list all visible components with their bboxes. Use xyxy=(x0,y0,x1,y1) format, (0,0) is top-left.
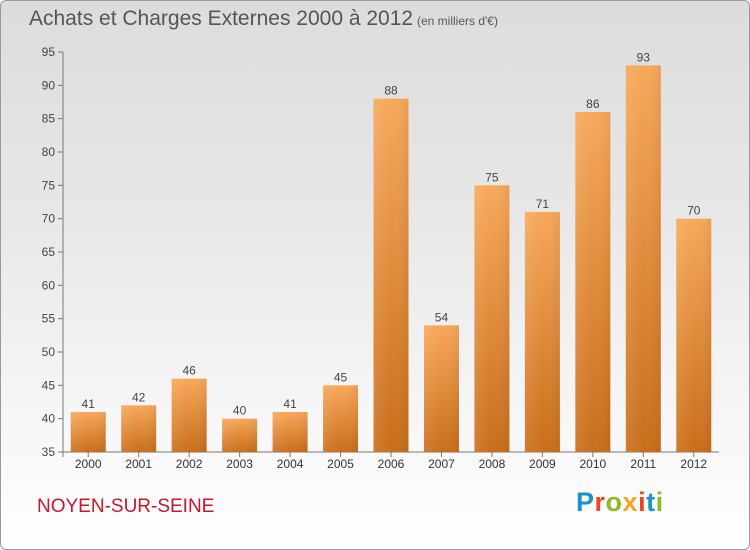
bar-shine xyxy=(373,98,409,453)
bar-shine xyxy=(272,412,308,452)
bar-shine xyxy=(676,218,712,452)
y-tick-label: 60 xyxy=(42,278,56,292)
data-label: 40 xyxy=(233,404,247,418)
logo-letter: i xyxy=(638,487,647,517)
y-tick-label: 55 xyxy=(42,312,56,326)
commune-name: NOYEN-SUR-SEINE xyxy=(37,496,215,517)
data-label: 41 xyxy=(82,397,96,411)
x-tick-label: 2012 xyxy=(680,457,707,471)
logo-letter: r xyxy=(594,487,606,517)
data-label: 46 xyxy=(182,364,196,378)
x-tick-label: 2005 xyxy=(327,457,354,471)
y-tick-label: 90 xyxy=(42,78,56,92)
logo-letter: x xyxy=(622,487,639,517)
data-label: 45 xyxy=(334,370,348,384)
y-tick-label: 80 xyxy=(42,145,56,159)
y-tick-label: 65 xyxy=(42,245,56,259)
data-label: 42 xyxy=(132,390,146,404)
x-tick-label: 2009 xyxy=(529,457,556,471)
bar-shine xyxy=(121,405,157,452)
x-tick-label: 2003 xyxy=(226,457,253,471)
proxiti-logo: Proxiti xyxy=(576,487,664,518)
data-label: 75 xyxy=(485,170,499,184)
x-tick-label: 2011 xyxy=(630,457,656,471)
logo-letter: t xyxy=(646,487,656,517)
x-tick-label: 2000 xyxy=(75,457,102,471)
data-label: 88 xyxy=(384,84,398,98)
chart-title: Achats et Charges Externes 2000 à 2012 xyxy=(29,7,414,30)
data-label: 86 xyxy=(586,97,600,111)
x-tick-label: 2002 xyxy=(176,457,203,471)
y-tick-label: 85 xyxy=(42,112,56,126)
data-label: 93 xyxy=(637,50,651,64)
x-tick-label: 2004 xyxy=(277,457,304,471)
x-tick-label: 2006 xyxy=(378,457,405,471)
x-tick-label: 2010 xyxy=(579,457,606,471)
bar-shine xyxy=(474,185,510,453)
bar-shine xyxy=(423,325,459,452)
bar-shine xyxy=(70,412,106,452)
y-tick-label: 35 xyxy=(42,445,56,459)
y-tick-label: 75 xyxy=(42,178,56,192)
data-label: 70 xyxy=(687,204,701,218)
bar-shine xyxy=(524,212,560,452)
logo-letter: o xyxy=(605,487,623,517)
y-tick-label: 45 xyxy=(42,378,56,392)
x-tick-label: 2001 xyxy=(125,457,152,471)
logo-letter: i xyxy=(655,487,664,517)
data-label: 54 xyxy=(435,310,449,324)
x-tick-label: 2007 xyxy=(428,457,455,471)
y-tick-label: 50 xyxy=(42,345,56,359)
bar-shine xyxy=(575,112,611,452)
data-label: 41 xyxy=(283,397,297,411)
bar-shine xyxy=(323,385,359,452)
x-tick-label: 2008 xyxy=(479,457,506,471)
data-label: 71 xyxy=(536,197,550,211)
logo-letter: P xyxy=(576,487,595,517)
y-tick-label: 70 xyxy=(42,212,56,226)
bar-shine xyxy=(222,418,258,452)
bar-shine xyxy=(625,65,661,452)
y-tick-label: 40 xyxy=(42,412,56,426)
y-tick-label: 95 xyxy=(42,45,56,59)
bar-shine xyxy=(171,378,207,452)
chart-unit: (en milliers d'€) xyxy=(417,14,498,28)
